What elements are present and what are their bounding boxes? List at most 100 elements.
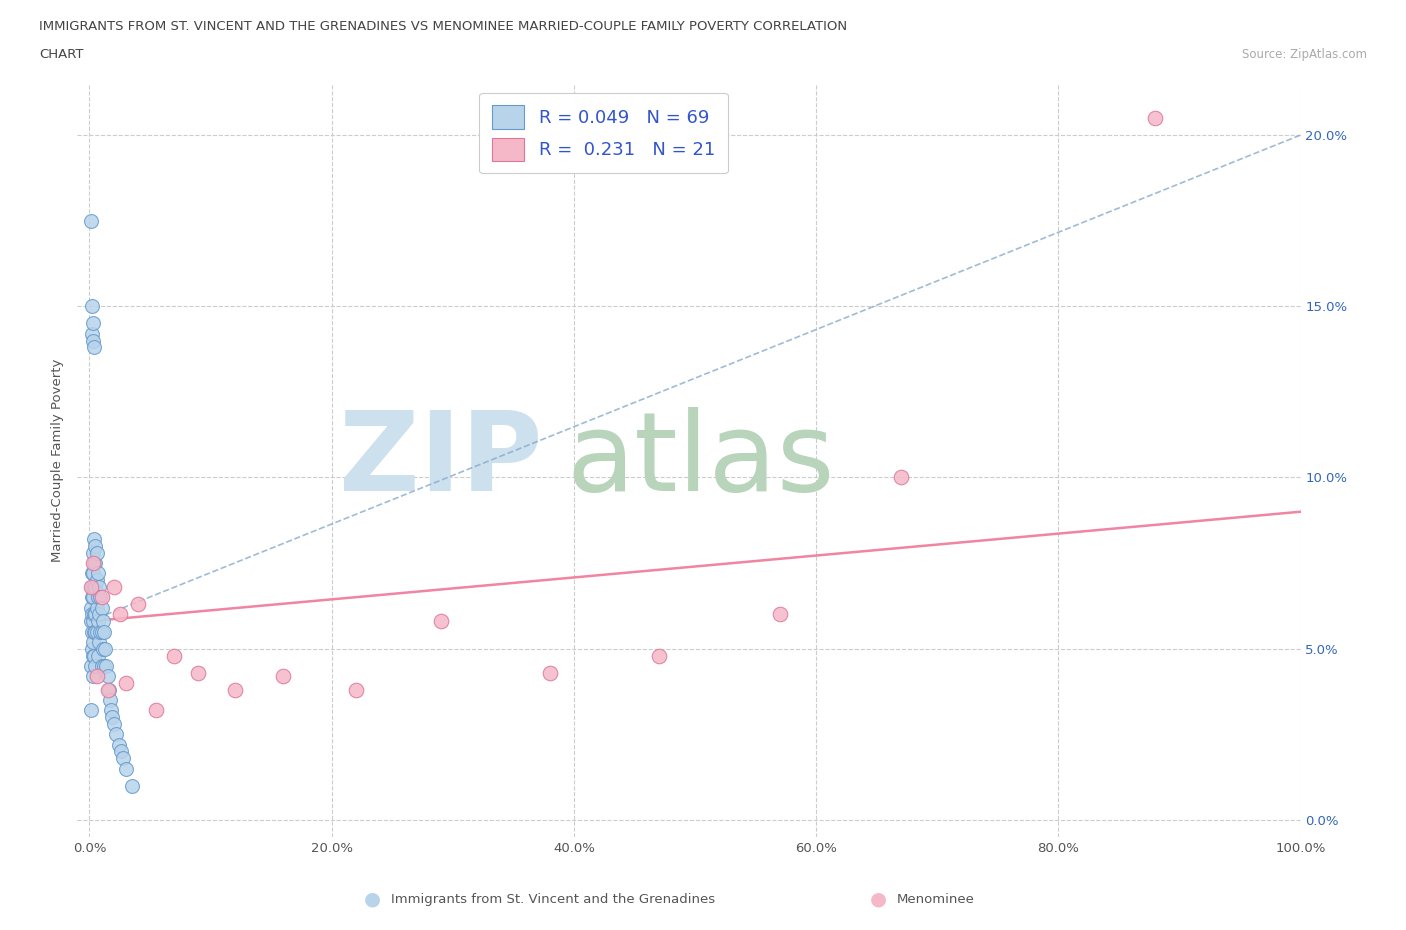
Text: ZIP: ZIP bbox=[339, 406, 543, 514]
Point bbox=[79, 600, 101, 615]
Point bbox=[86, 669, 108, 684]
Point bbox=[86, 624, 108, 639]
Point bbox=[83, 648, 105, 663]
Point bbox=[82, 316, 104, 331]
Point bbox=[82, 614, 104, 629]
Point bbox=[103, 716, 125, 731]
Point bbox=[84, 538, 107, 553]
Point bbox=[80, 607, 103, 622]
Point bbox=[145, 703, 167, 718]
Point bbox=[769, 607, 792, 622]
Point bbox=[90, 590, 112, 604]
Point bbox=[93, 658, 115, 673]
Point bbox=[82, 545, 104, 560]
Point bbox=[79, 579, 101, 594]
Text: ●: ● bbox=[364, 890, 381, 909]
Point bbox=[89, 624, 111, 639]
Y-axis label: Married-Couple Family Poverty: Married-Couple Family Poverty bbox=[51, 359, 65, 562]
Point bbox=[79, 658, 101, 673]
Point bbox=[90, 624, 112, 639]
Point bbox=[80, 326, 103, 341]
Point bbox=[79, 703, 101, 718]
Point bbox=[89, 579, 111, 594]
Text: IMMIGRANTS FROM ST. VINCENT AND THE GRENADINES VS MENOMINEE MARRIED-COUPLE FAMIL: IMMIGRANTS FROM ST. VINCENT AND THE GREN… bbox=[39, 20, 848, 33]
Point bbox=[84, 607, 107, 622]
Point bbox=[344, 683, 367, 698]
Point bbox=[83, 579, 105, 594]
Point bbox=[110, 744, 132, 759]
Point bbox=[96, 658, 118, 673]
Point bbox=[100, 703, 122, 718]
Point bbox=[97, 683, 120, 698]
Point bbox=[84, 658, 107, 673]
Point bbox=[82, 634, 104, 649]
Point bbox=[82, 555, 104, 570]
Point bbox=[83, 532, 105, 547]
Point bbox=[647, 648, 669, 663]
Text: Source: ZipAtlas.com: Source: ZipAtlas.com bbox=[1241, 48, 1367, 61]
Point bbox=[224, 683, 246, 698]
Text: Menominee: Menominee bbox=[897, 893, 974, 906]
Point bbox=[89, 634, 111, 649]
Point bbox=[80, 579, 103, 594]
Point bbox=[82, 590, 104, 604]
Point bbox=[429, 614, 451, 629]
Point bbox=[86, 545, 108, 560]
Point bbox=[538, 665, 561, 680]
Point bbox=[101, 710, 124, 724]
Point bbox=[103, 579, 125, 594]
Point bbox=[80, 642, 103, 657]
Point bbox=[87, 614, 110, 629]
Point bbox=[121, 778, 143, 793]
Text: CHART: CHART bbox=[39, 48, 84, 61]
Point bbox=[271, 669, 294, 684]
Point bbox=[90, 658, 112, 673]
Point bbox=[91, 614, 114, 629]
Point bbox=[93, 624, 115, 639]
Legend: R = 0.049   N = 69, R =  0.231   N = 21: R = 0.049 N = 69, R = 0.231 N = 21 bbox=[479, 93, 727, 173]
Point bbox=[83, 607, 105, 622]
Text: ●: ● bbox=[870, 890, 887, 909]
Point bbox=[163, 648, 186, 663]
Point bbox=[112, 751, 135, 765]
Text: Immigrants from St. Vincent and the Grenadines: Immigrants from St. Vincent and the Gren… bbox=[391, 893, 716, 906]
Point bbox=[80, 624, 103, 639]
Point bbox=[114, 675, 136, 690]
Point bbox=[83, 555, 105, 570]
Point bbox=[1144, 111, 1167, 126]
Point bbox=[80, 565, 103, 580]
Point bbox=[83, 624, 105, 639]
Point bbox=[84, 555, 107, 570]
Point bbox=[84, 579, 107, 594]
Point bbox=[87, 565, 110, 580]
Point bbox=[80, 590, 103, 604]
Point bbox=[98, 693, 121, 708]
Point bbox=[91, 642, 114, 657]
Text: atlas: atlas bbox=[567, 406, 835, 514]
Point bbox=[107, 737, 129, 752]
Point bbox=[90, 600, 112, 615]
Point bbox=[80, 299, 103, 313]
Point bbox=[105, 727, 128, 742]
Point bbox=[94, 642, 117, 657]
Point bbox=[108, 607, 131, 622]
Point bbox=[79, 213, 101, 228]
Point bbox=[86, 600, 108, 615]
Point bbox=[82, 565, 104, 580]
Point bbox=[79, 614, 101, 629]
Point bbox=[97, 683, 120, 698]
Point bbox=[89, 607, 111, 622]
Point bbox=[890, 470, 912, 485]
Point bbox=[87, 648, 110, 663]
Point bbox=[84, 624, 107, 639]
Point bbox=[82, 648, 104, 663]
Point bbox=[82, 669, 104, 684]
Point bbox=[89, 590, 111, 604]
Point bbox=[82, 333, 104, 348]
Point bbox=[86, 573, 108, 588]
Point bbox=[97, 669, 120, 684]
Point bbox=[127, 597, 149, 612]
Point bbox=[87, 590, 110, 604]
Point bbox=[114, 761, 136, 776]
Point bbox=[83, 339, 105, 354]
